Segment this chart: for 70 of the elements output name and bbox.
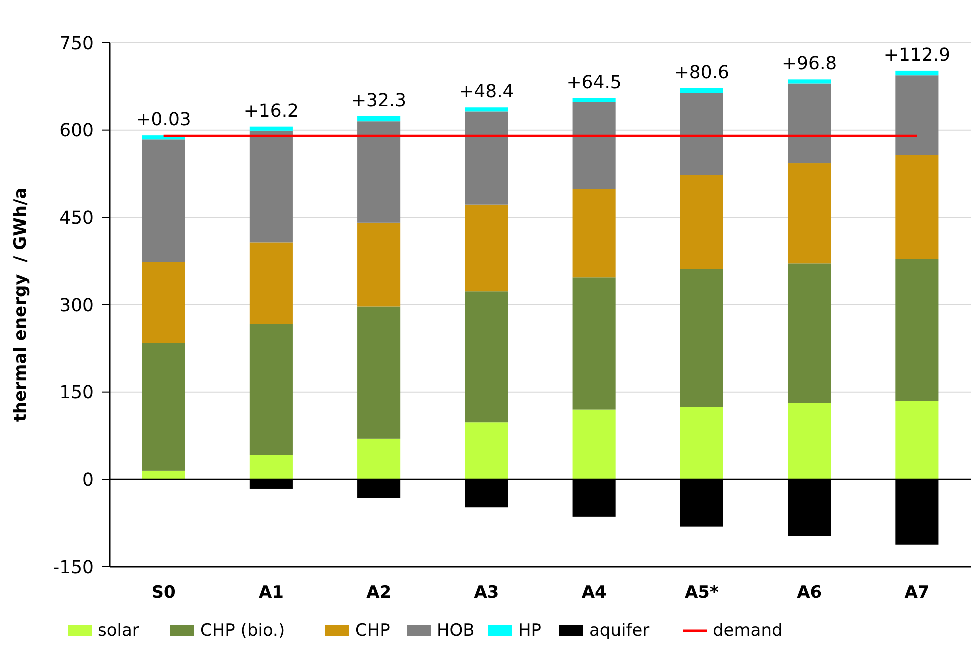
y-tick-label: 750 xyxy=(60,33,94,54)
bar xyxy=(788,164,832,264)
bar xyxy=(142,140,186,262)
annotation: +64.5 xyxy=(566,72,622,94)
bar xyxy=(572,189,616,278)
legend-label: CHP xyxy=(356,621,390,641)
bar xyxy=(572,410,616,480)
legend-label: aquifer xyxy=(590,621,650,641)
legend-label: CHP (bio.) xyxy=(200,621,286,641)
bar xyxy=(896,76,939,156)
legend-label: HP xyxy=(518,621,542,641)
bar xyxy=(896,259,939,402)
annotation: +32.3 xyxy=(351,90,407,112)
bar xyxy=(358,438,401,480)
bar xyxy=(142,470,186,480)
bar xyxy=(465,204,508,292)
bar xyxy=(572,278,616,410)
bar xyxy=(358,306,401,439)
bar xyxy=(896,155,939,260)
y-tick-label: 150 xyxy=(60,382,94,404)
x-tick-label: A2 xyxy=(366,583,392,603)
y-tick-label: 0 xyxy=(82,470,94,491)
bar xyxy=(250,126,293,131)
x-tick-label: A7 xyxy=(904,583,930,603)
x-tick-label: A1 xyxy=(258,583,284,603)
annotation: +0.03 xyxy=(136,110,192,131)
legend-label: HOB xyxy=(437,621,475,641)
x-tick-label: A6 xyxy=(797,583,822,603)
bar xyxy=(572,102,616,190)
bar xyxy=(680,175,724,270)
x-tick-label: A4 xyxy=(582,583,607,603)
bar xyxy=(788,264,832,404)
bar xyxy=(465,292,508,423)
bar xyxy=(788,403,832,480)
bar xyxy=(358,222,401,307)
bar xyxy=(680,88,724,94)
bar xyxy=(680,93,724,176)
bar xyxy=(680,269,724,408)
y-axis-title: thermal energy / GWh/a xyxy=(11,188,31,422)
bar xyxy=(465,422,508,480)
annotation: +96.8 xyxy=(782,54,838,75)
bar xyxy=(250,324,293,456)
bar xyxy=(896,70,939,76)
x-tick-label: A5* xyxy=(684,583,719,603)
bar xyxy=(142,262,186,344)
annotation: +80.6 xyxy=(674,62,730,84)
y-tick-label: 600 xyxy=(60,120,94,142)
bar xyxy=(250,130,293,243)
y-tick-label: 450 xyxy=(60,208,94,229)
annotation: +16.2 xyxy=(244,100,300,122)
y-tick-label: -150 xyxy=(53,557,94,578)
x-tick-label: A3 xyxy=(474,583,500,603)
bar xyxy=(250,242,293,324)
legend-label: demand xyxy=(713,621,783,641)
bar xyxy=(788,84,832,164)
bar xyxy=(896,401,939,480)
bar xyxy=(250,455,293,480)
x-tick-label: S0 xyxy=(152,583,176,603)
legend-label: solar xyxy=(98,621,140,641)
annotation: +48.4 xyxy=(459,82,514,103)
bar xyxy=(358,122,401,223)
y-tick-label: 300 xyxy=(60,295,94,316)
bar xyxy=(572,98,616,102)
bar xyxy=(680,407,724,480)
bar xyxy=(358,116,401,122)
bar xyxy=(465,112,508,205)
annotation: +112.9 xyxy=(884,44,950,66)
bar xyxy=(788,80,832,84)
bar xyxy=(142,343,186,471)
bar xyxy=(465,108,508,112)
